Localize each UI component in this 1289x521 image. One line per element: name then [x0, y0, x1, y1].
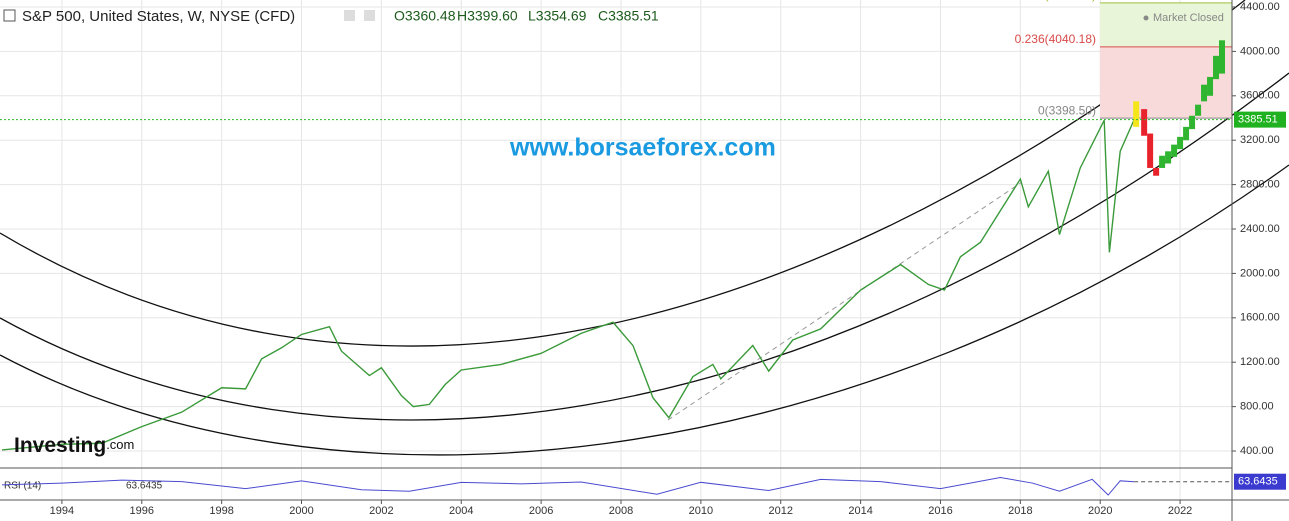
fib-label: 0.236(4040.18): [1015, 32, 1096, 46]
rsi-label-box: [1234, 473, 1286, 490]
chart-title: S&P 500, United States, W, NYSE (CFD): [22, 8, 295, 25]
ohlc-low: L3354.69: [528, 8, 587, 24]
forecast-candle: [1141, 109, 1148, 136]
icon[interactable]: [364, 10, 375, 21]
grid: [0, 0, 1232, 500]
y-tick-label: 3200.00: [1240, 134, 1280, 146]
y-tick-label: 1600.00: [1240, 312, 1280, 324]
forecast-candle: [1153, 167, 1160, 176]
icon[interactable]: [344, 10, 355, 21]
x-tick-label: 2020: [1088, 505, 1112, 517]
y-tick-label: 2000.00: [1240, 267, 1280, 279]
arc: [0, 0, 1246, 347]
trend-line: [667, 181, 1023, 421]
x-tick-label: 2010: [689, 505, 713, 517]
y-tick-label: 800.00: [1240, 401, 1274, 413]
y-tick-label: 4400.00: [1240, 1, 1280, 13]
plot: 0.382(4437.16) 0.236(4040.18) 0(3398.50): [1, 0, 1232, 451]
arc: [0, 164, 1289, 456]
forecast-candle: [1207, 76, 1214, 96]
x-tick-label: 1994: [50, 505, 74, 517]
forecast-candle: [1219, 40, 1226, 74]
menu-icon[interactable]: [3, 9, 16, 22]
x-tick-label: 2006: [529, 505, 553, 517]
forecast-candle: [1177, 136, 1184, 150]
forecast-candle: [1171, 144, 1178, 157]
price-line: [1, 119, 1135, 451]
x-tick-label: 2022: [1168, 505, 1192, 517]
y-tick-label: 2800.00: [1240, 179, 1280, 191]
x-tick-label: 2014: [848, 505, 872, 517]
y-tick-label: 1200.00: [1240, 356, 1280, 368]
forecast-candle: [1165, 151, 1172, 164]
y-tick-label: 3600.00: [1240, 90, 1280, 102]
price-label-box: [1234, 111, 1286, 128]
logo-suffix: .com: [106, 437, 134, 452]
rsi-line: [1, 476, 1135, 496]
forecast-candle: [1213, 55, 1220, 80]
x-tick-label: 2004: [449, 505, 473, 517]
arc: [0, 72, 1289, 421]
x-tick-label: 2000: [289, 505, 313, 517]
market-status: Market Closed: [1153, 12, 1224, 24]
fib-label: 0(3398.50): [1038, 103, 1096, 117]
y-tick-label: 400.00: [1240, 445, 1274, 457]
forecast-candle: [1159, 155, 1166, 168]
rsi-value: 63.6435: [126, 481, 163, 492]
y-tick-label: 2400.00: [1240, 223, 1280, 235]
ohlc-close: C3385.51: [598, 8, 659, 24]
forecast-candle: [1147, 133, 1154, 168]
forecast-candle: [1189, 115, 1196, 130]
x-tick-label: 2016: [928, 505, 952, 517]
x-tick-label: 2008: [609, 505, 633, 517]
forecast-candle: [1201, 84, 1208, 102]
x-tick-label: 1996: [130, 505, 154, 517]
fib-label: 0.382(4437.16): [1015, 0, 1096, 2]
rsi-label: RSI (14): [4, 481, 41, 492]
watermark: www.borsaeforex.com: [509, 134, 776, 162]
logo: Investing.com: [14, 434, 134, 457]
x-tick-label: 2012: [768, 505, 792, 517]
forecast-candle: [1183, 126, 1190, 141]
x-tick-label: 1998: [209, 505, 233, 517]
x-tick-label: 2018: [1008, 505, 1032, 517]
y-tick-label: 4000.00: [1240, 45, 1280, 57]
fib-zone: [1100, 2, 1232, 47]
logo-main: Investing: [14, 434, 106, 457]
ohlc-high: H3399.60: [457, 8, 518, 24]
rsi-box-label: 63.6435: [1238, 476, 1278, 488]
forecast-candle: [1133, 101, 1140, 127]
forecast-candle: [1195, 104, 1202, 116]
x-tick-label: 2002: [369, 505, 393, 517]
price-label: 3385.51: [1238, 114, 1278, 126]
ohlc-open: O3360.48: [394, 8, 456, 24]
status-dot: [1143, 15, 1149, 21]
